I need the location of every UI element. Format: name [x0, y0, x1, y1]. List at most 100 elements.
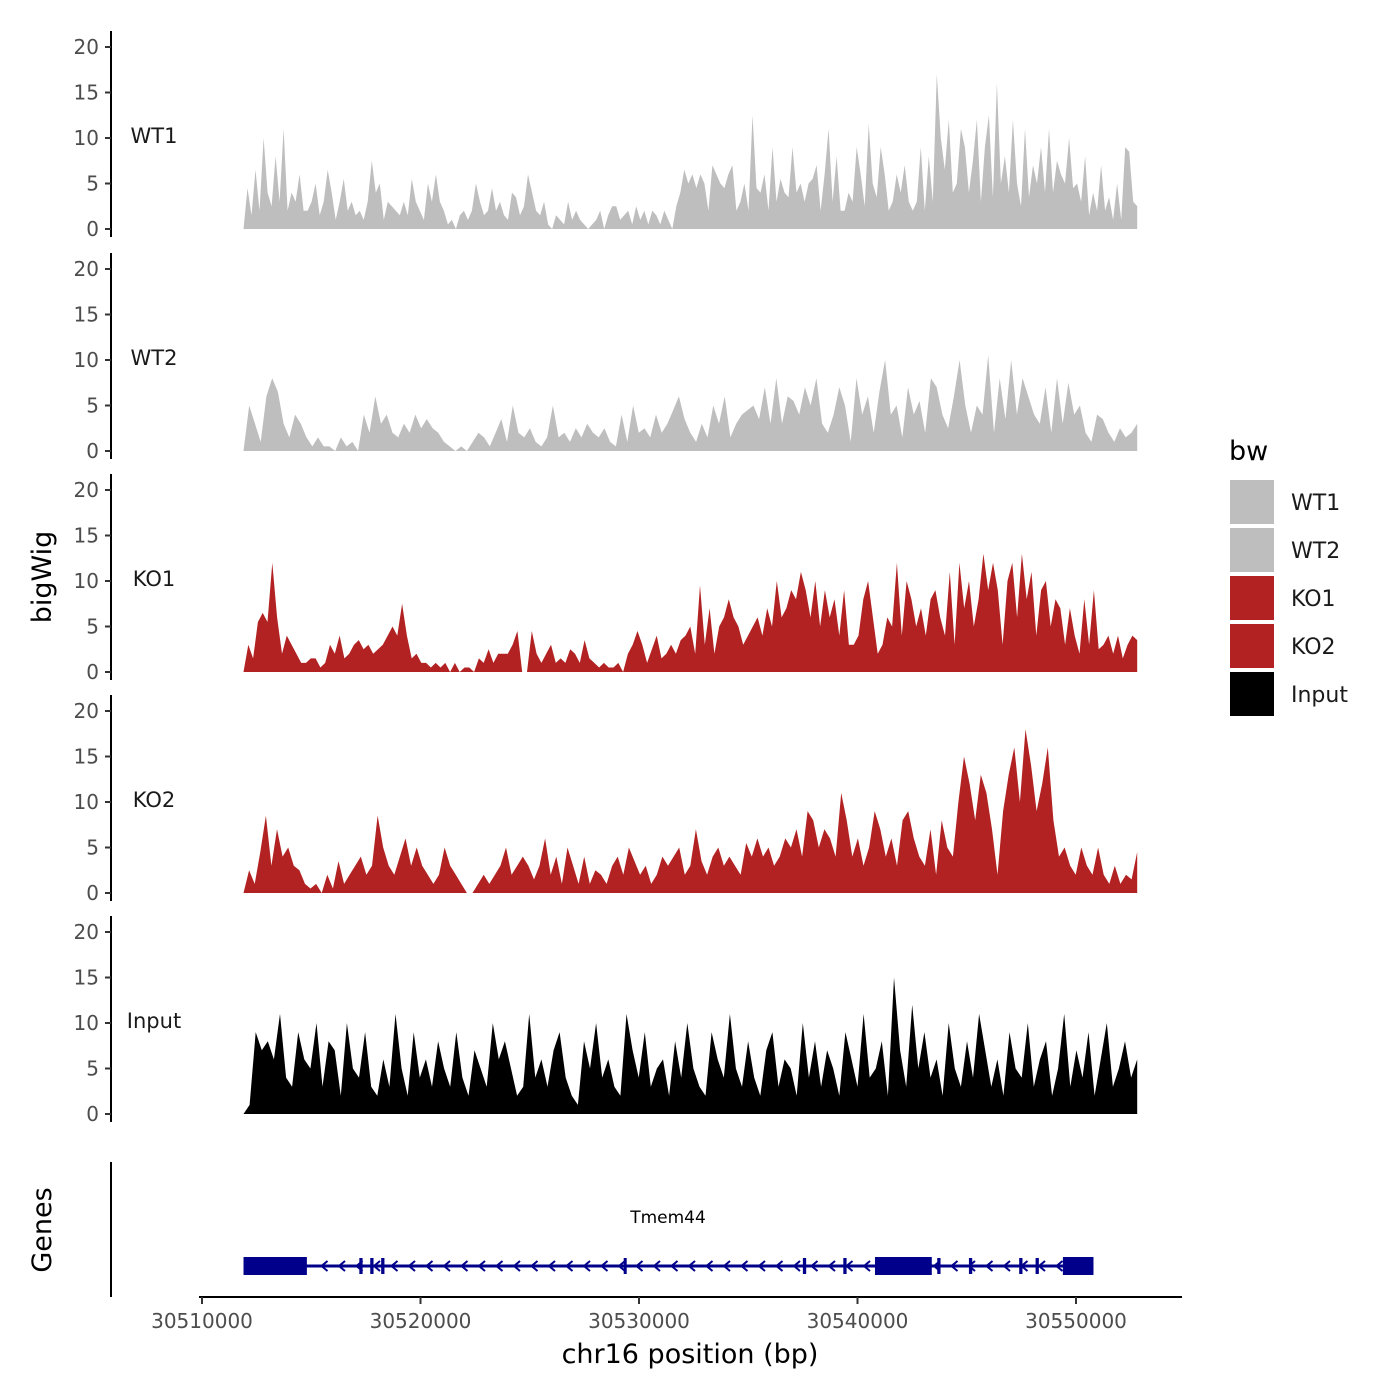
strand-arrow [687, 1260, 696, 1272]
track-label: KO2 [133, 788, 176, 812]
strand-arrow [337, 1260, 346, 1272]
y-tick-label: 5 [86, 172, 99, 196]
track-wt1: 0 5 10 15 20 WT1 [74, 31, 1138, 241]
strand-arrow [1002, 1260, 1011, 1272]
x-tick-label: 30550000 [1025, 1309, 1127, 1333]
strand-arrow [459, 1260, 469, 1272]
gene-exon [381, 1258, 385, 1274]
strand-arrow [372, 1260, 381, 1272]
x-tick-label: 30530000 [588, 1309, 690, 1333]
y-tick-label: 20 [74, 920, 99, 944]
track-label: WT2 [131, 346, 178, 370]
strand-arrow [739, 1260, 749, 1272]
gene-exon [1035, 1258, 1039, 1274]
legend-label: KO2 [1291, 635, 1336, 660]
coverage-area-wt2 [243, 355, 1138, 451]
legend-label: Input [1291, 683, 1348, 708]
x-tick-label: 30510000 [151, 1309, 253, 1333]
legend-label: KO1 [1291, 587, 1336, 612]
legend-key-wt1 [1230, 480, 1274, 524]
x-tick-label: 30540000 [807, 1309, 909, 1333]
strand-arrow [634, 1260, 644, 1272]
y-tick-label: 15 [74, 303, 99, 327]
track-wt2: 0 5 10 15 20 WT2 [74, 253, 1138, 463]
x-axis-title: chr16 position (bp) [562, 1339, 819, 1370]
legend: bw WT1 WT2 KO1 KO2 Input [1229, 436, 1348, 716]
strand-arrow [512, 1260, 521, 1272]
y-tick-label: 15 [74, 745, 99, 769]
gene-track: Tmem44 [110, 1162, 1094, 1297]
strand-arrow [774, 1260, 784, 1272]
legend-label: WT2 [1291, 539, 1340, 564]
strand-arrow [809, 1260, 819, 1272]
strand-arrow [704, 1260, 714, 1272]
coverage-area-wt1 [243, 74, 1138, 229]
strand-arrow [424, 1260, 434, 1272]
gene-exon [874, 1257, 932, 1275]
y-tick-label: 5 [86, 1057, 99, 1081]
strand-arrow [984, 1260, 994, 1272]
y-tick-label: 10 [74, 569, 99, 593]
legend-key-wt2 [1230, 528, 1274, 572]
y-tick-label: 0 [86, 217, 99, 241]
strand-arrow [827, 1260, 836, 1272]
track-label: WT1 [131, 124, 178, 148]
strand-arrow [319, 1260, 329, 1272]
gene-exon [802, 1258, 807, 1274]
track-label: Input [127, 1009, 181, 1033]
y-tick-label: 10 [74, 348, 99, 372]
y-tick-label: 0 [86, 881, 99, 905]
strand-arrow [529, 1260, 539, 1272]
strand-arrow [547, 1260, 556, 1272]
strand-arrow [582, 1260, 591, 1272]
y-tick-label: 5 [86, 836, 99, 860]
legend-key-ko1 [1230, 576, 1274, 620]
coverage-tracks: 0 5 10 15 20 WT1 0 5 10 15 20 WT2 0 5 10 15 20 KO1 0 5 10 15 2… [74, 31, 1138, 1126]
gene-exon [243, 1257, 307, 1275]
y-tick-label: 15 [74, 966, 99, 990]
gene-exon [359, 1258, 363, 1274]
y-tick-label: 20 [74, 257, 99, 281]
y-tick-label: 5 [86, 615, 99, 639]
strand-arrow [862, 1260, 871, 1272]
y-tick-label: 0 [86, 660, 99, 684]
x-axis: 30510000 30520000 30530000 30540000 30550000 [151, 1296, 1182, 1333]
gene-exon [1019, 1258, 1023, 1274]
strand-arrow [1037, 1260, 1046, 1272]
legend-label: WT1 [1291, 491, 1340, 516]
y-tick-label: 5 [86, 394, 99, 418]
gene-exon [623, 1258, 627, 1274]
strand-arrow [564, 1260, 574, 1272]
y-tick-label: 20 [74, 699, 99, 723]
gene-label: Tmem44 [629, 1208, 706, 1228]
strand-arrow [949, 1260, 959, 1272]
strand-arrow [477, 1260, 486, 1272]
coverage-area-ko1 [243, 553, 1138, 672]
y-tick-label: 0 [86, 439, 99, 463]
strand-arrow [389, 1260, 399, 1272]
strand-arrow [792, 1260, 801, 1272]
strand-arrow [617, 1260, 626, 1272]
strand-arrow [722, 1260, 731, 1272]
y-tick-label: 15 [74, 524, 99, 548]
y-tick-label: 15 [74, 81, 99, 105]
strand-arrow [757, 1260, 766, 1272]
y-axis-title: bigWig [27, 531, 58, 624]
strand-arrow [407, 1260, 416, 1272]
y-tick-label: 10 [74, 1011, 99, 1035]
y-tick-label: 20 [74, 35, 99, 59]
strand-arrow [494, 1260, 504, 1272]
legend-key-input [1230, 672, 1274, 716]
strand-arrow [442, 1260, 451, 1272]
strand-arrow [652, 1260, 661, 1272]
gene-exon [843, 1258, 847, 1274]
gene-exon [968, 1258, 973, 1274]
legend-key-ko2 [1230, 624, 1274, 668]
track-input: 0 5 10 15 20 Input [74, 916, 1138, 1126]
x-tick-label: 30520000 [370, 1309, 472, 1333]
y-tick-label: 10 [74, 790, 99, 814]
track-ko1: 0 5 10 15 20 KO1 [74, 474, 1138, 684]
gene-exon [937, 1258, 941, 1274]
gene-axis-title: Genes [27, 1187, 58, 1272]
